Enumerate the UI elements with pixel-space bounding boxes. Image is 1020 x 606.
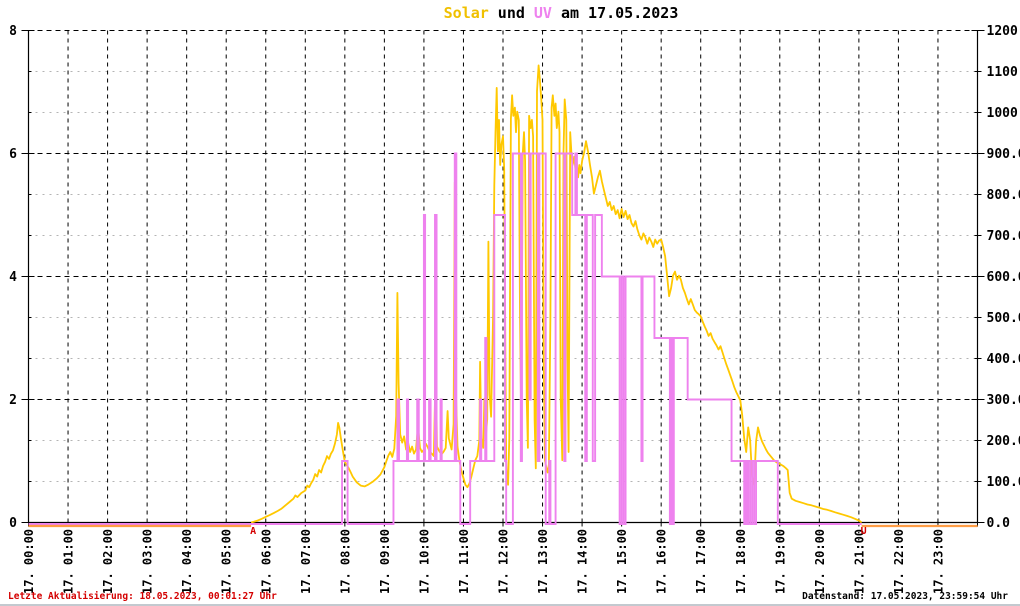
right-axis-label: 800.0 <box>987 188 1020 203</box>
left-axis-label: 8 <box>9 24 17 39</box>
x-axis-label: 17. 02:00 <box>101 529 115 594</box>
x-axis-label: 17. 10:00 <box>417 529 431 594</box>
right-axis-label: 300.0 <box>987 393 1020 408</box>
x-axis-label: 17. 01:00 <box>62 529 76 594</box>
x-axis-label: 17. 23:00 <box>931 529 945 594</box>
left-axis-label: 2 <box>9 393 17 408</box>
last-update-text: Letzte Aktualisierung: 18.05.2023, 00:01… <box>8 591 277 602</box>
x-axis-label: 17. 14:00 <box>576 529 590 594</box>
right-axis-label: 1200 <box>987 24 1018 39</box>
title-uv-label: UV <box>533 4 552 22</box>
left-axis-label: 6 <box>9 147 17 162</box>
uv-step-line <box>28 152 862 525</box>
title-solar-label: Solar <box>443 4 489 22</box>
right-axis-label: 900.0 <box>987 147 1020 162</box>
x-axis-label: 17. 15:00 <box>615 529 629 594</box>
x-axis-label: 17. 11:00 <box>457 529 471 594</box>
right-axis-label: 0.0 <box>987 516 1011 531</box>
right-axis-label: 500.0 <box>987 311 1020 326</box>
right-axis-label: 1100.0 <box>987 65 1020 80</box>
x-axis-label: 17. 12:00 <box>497 529 511 594</box>
x-axis-label: 17. 08:00 <box>338 529 352 594</box>
sunrise-marker: A <box>250 526 256 537</box>
x-axis-label: 17. 07:00 <box>299 529 313 594</box>
x-axis-label: 17. 19:00 <box>773 529 787 594</box>
right-axis-label: 100.0 <box>987 475 1020 490</box>
right-axis-label: 700.0 <box>987 229 1020 244</box>
datastand-text: Datenstand: 17.05.2023, 23:59:54 Uhr <box>802 591 1008 602</box>
left-axis-label: 0 <box>9 516 17 531</box>
right-axis-label: 1000.0 <box>987 106 1020 121</box>
x-axis-label: 17. 21:00 <box>852 529 866 594</box>
sunset-marker: U <box>861 526 867 537</box>
x-axis-label: 17. 05:00 <box>220 529 234 594</box>
x-axis-label: 17. 16:00 <box>655 529 669 594</box>
x-axis-label: 17. 03:00 <box>141 529 155 594</box>
left-axis-label: 4 <box>9 270 17 285</box>
right-axis-label: 600.0 <box>987 270 1020 285</box>
title-date-label: am 17.05.2023 <box>560 4 679 22</box>
x-axis-label: 17. 18:00 <box>734 529 748 594</box>
right-axis-label: 200.0 <box>987 434 1020 449</box>
x-axis-label: 17. 17:00 <box>694 529 708 594</box>
title-und-label: und <box>497 4 525 22</box>
x-axis-label: 17. 13:00 <box>536 529 550 594</box>
x-axis-label: 17. 09:00 <box>378 529 392 594</box>
x-axis-label: 17. 22:00 <box>892 529 906 594</box>
solar-line <box>250 64 863 524</box>
chart-title: Solar und UV am 17.05.2023 <box>0 4 1020 22</box>
x-axis-label: 17. 20:00 <box>813 529 827 594</box>
right-axis-label: 400.0 <box>987 352 1020 367</box>
x-axis-label: 17. 06:00 <box>259 529 273 594</box>
x-axis-label: 17. 00:00 <box>22 529 36 594</box>
x-axis-label: 17. 04:00 <box>180 529 194 594</box>
